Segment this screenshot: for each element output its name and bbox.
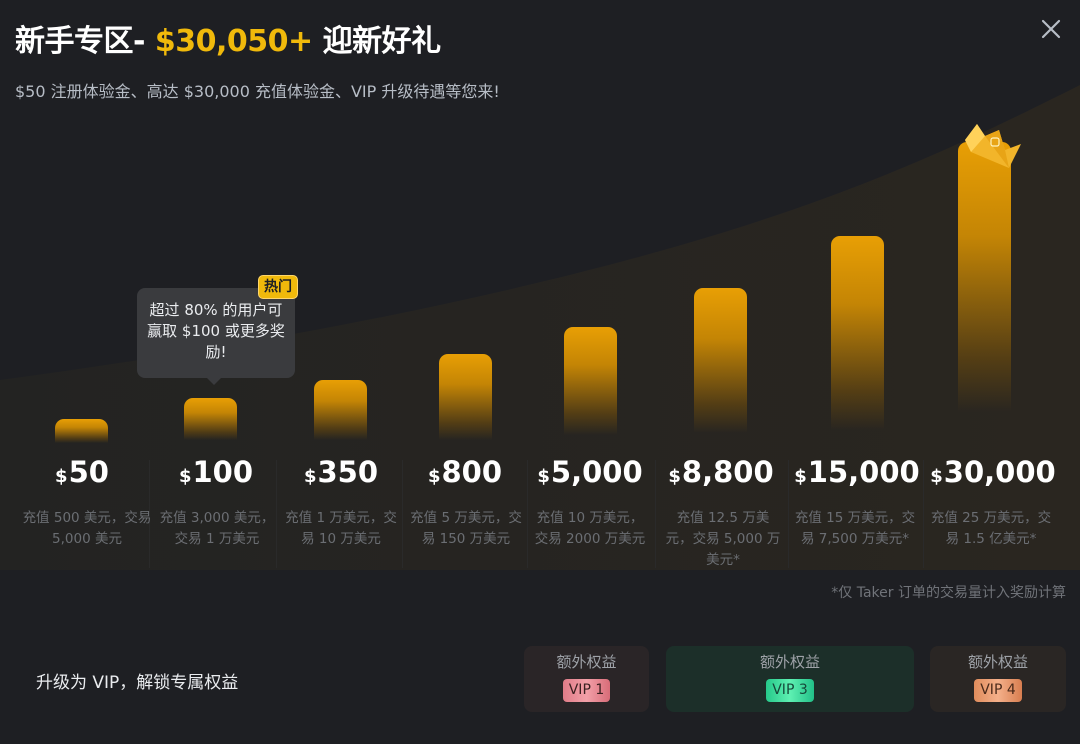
vip4-perk-card[interactable]: 额外权益 VIP 4 [930, 646, 1066, 712]
reward-bar-800 [439, 354, 492, 440]
crown-icon [965, 124, 1021, 168]
vip-badge: VIP 1 [562, 679, 611, 702]
tier-value: $350 [303, 455, 379, 489]
reward-bar-30000 [958, 142, 1011, 412]
column-divider [923, 460, 924, 568]
tier-value: $15,000 [794, 455, 920, 489]
tier-requirement: 充值 500 美元，交易 5,000 美元 [22, 510, 152, 547]
reward-bar-15000 [831, 236, 884, 430]
title-prefix: 新手专区- [15, 24, 155, 59]
tier-requirement: 充值 5 万美元，交易 150 万美元 [410, 510, 522, 547]
perk-label: 额外权益 [759, 653, 820, 671]
vip-badge: VIP 4 [974, 679, 1022, 702]
column-divider [149, 460, 150, 568]
column-divider [276, 460, 277, 568]
perk-label: 额外权益 [556, 653, 617, 671]
footnote: *仅 Taker 订单的交易量计入奖励计算 [831, 585, 1066, 601]
tier-value: $8,800 [668, 455, 774, 489]
perk-label: 额外权益 [967, 653, 1028, 671]
tier-value: $100 [178, 455, 254, 489]
title-suffix: 迎新好礼 [312, 24, 442, 59]
reward-bar-50 [55, 419, 108, 443]
tier-requirement: 充值 15 万美元，交易 7,500 万美元* [794, 510, 916, 547]
column-divider [527, 460, 528, 568]
hot-badge: 热门 [258, 275, 298, 299]
column-divider [402, 460, 403, 568]
tier-requirement: 充值 10 万美元，交易 2000 万美元 [534, 510, 646, 547]
subtitle: $50 注册体验金、高达 $30,000 充值体验金、VIP 升级待遇等您来! [15, 82, 500, 101]
reward-bar-5000 [564, 327, 617, 435]
vip-upgrade-text: 升级为 VIP，解锁专属权益 [36, 673, 239, 693]
tier-requirement: 充值 25 万美元，交易 1.5 亿美元* [930, 510, 1052, 547]
reward-bar-350 [314, 380, 367, 440]
reward-bar-100 [184, 398, 237, 440]
tier-value: $800 [427, 455, 503, 489]
reward-bar-8800 [694, 288, 747, 433]
tooltip-popular: 超过 80% 的用户可赢取 $100 或更多奖励! [137, 288, 295, 385]
tier-value: $50 [55, 455, 109, 489]
tier-requirement: 充值 1 万美元，交易 10 万美元 [285, 510, 397, 547]
growth-curve-background [0, 85, 1080, 570]
vip1-perk-card[interactable]: 额外权益 VIP 1 [524, 646, 649, 712]
tier-value: $30,000 [930, 455, 1056, 489]
close-icon [1041, 19, 1061, 39]
page-title: 新手专区- $30,050+ 迎新好礼 [15, 16, 441, 60]
vip-badge: VIP 3 [766, 679, 814, 702]
vip3-perk-card[interactable]: 额外权益 VIP 3 [666, 646, 914, 712]
column-divider [788, 460, 789, 568]
tier-requirement: 充值 3,000 美元，交易 1 万美元 [159, 510, 275, 547]
column-divider [655, 460, 656, 568]
close-button[interactable] [1036, 14, 1066, 44]
tier-value: $5,000 [537, 455, 643, 489]
tier-requirement: 充值 12.5 万美元，交易 5,000 万美元* [665, 510, 781, 568]
title-amount: $30,050+ [154, 24, 313, 59]
